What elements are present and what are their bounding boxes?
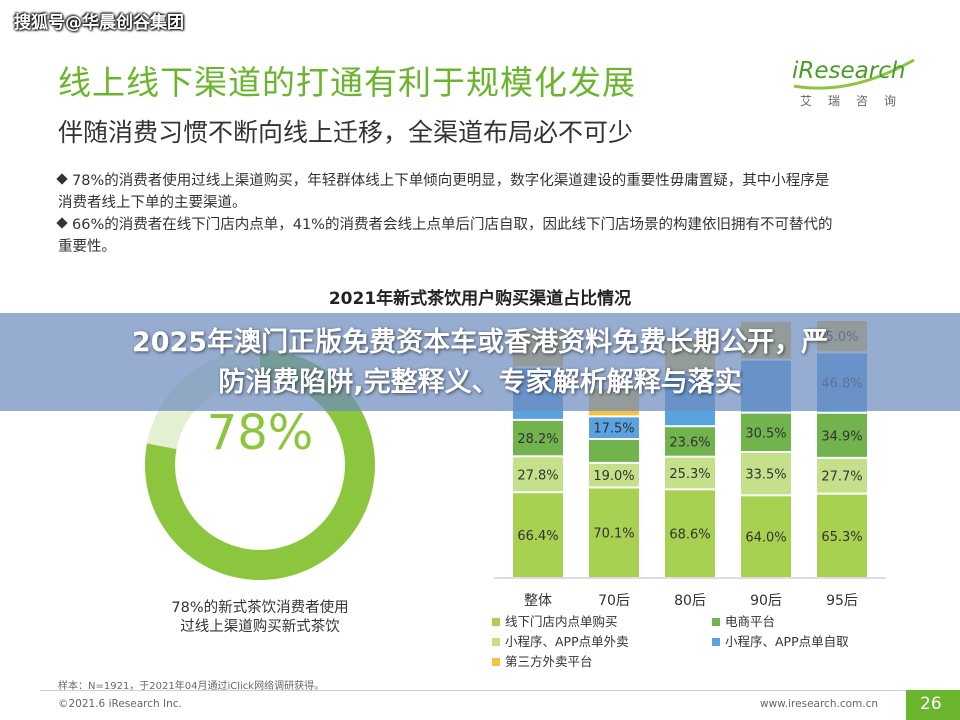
legend-entry: 小程序、APP点单外卖 bbox=[505, 634, 629, 649]
legend-swatch bbox=[712, 638, 720, 646]
bar-value-label: 33.5% bbox=[745, 468, 786, 483]
bar-segment bbox=[741, 413, 791, 452]
category-tick-label: 整体 bbox=[524, 593, 552, 609]
bar-segment bbox=[513, 420, 563, 456]
overlay-banner bbox=[0, 313, 960, 411]
bullet-point: 78%的消费者使用过线上渠道购买，年轻群体线上下单倾向更明显，数字化渠道建设的重… bbox=[56, 170, 918, 214]
bar-segment bbox=[513, 493, 563, 577]
bar-segment bbox=[741, 496, 791, 577]
ring-caption: 78%的新式茶饮消费者使用 bbox=[171, 600, 349, 616]
diamond-bullet-icon bbox=[56, 173, 68, 185]
page-number-box bbox=[906, 690, 960, 720]
bar-segment bbox=[665, 457, 715, 489]
bar-segment bbox=[513, 457, 563, 492]
bar-segment bbox=[817, 494, 867, 577]
legend-swatch bbox=[492, 618, 500, 626]
page-title: 线上线下渠道的打通有利于规模化发展 bbox=[58, 63, 636, 102]
footer-copyright: ©2021.6 iResearch Inc. bbox=[58, 698, 182, 710]
legend-swatch bbox=[492, 638, 500, 646]
banner-headline: 防消费陷阱,完整释义、专家解析解释与落实 bbox=[218, 367, 742, 398]
iresearch-logo: iResearch 艾瑞咨询 bbox=[790, 52, 920, 112]
legend-entry: 第三方外卖平台 bbox=[505, 654, 593, 669]
banner-headline: 2025年澳门正版免费资本车或香港资料免费长期公开，严 bbox=[131, 327, 829, 358]
legend-entry: 线下门店内点单购买 bbox=[505, 614, 618, 629]
page-subtitle: 伴随消费习惯不断向线上迁移，全渠道布局必不可少 bbox=[58, 118, 634, 147]
category-tick-label: 70后 bbox=[598, 593, 630, 609]
bar-segment bbox=[741, 453, 791, 495]
bar-value-label: 70.1% bbox=[593, 527, 634, 542]
bar-value-label: 64.0% bbox=[745, 531, 786, 546]
bullet-point: 66%的消费者在线下门店内点单，41%的消费者会线上点单后门店自取，因此线下门店… bbox=[56, 214, 918, 258]
bar-segment bbox=[817, 413, 867, 457]
page-number: 26 bbox=[920, 694, 942, 714]
watermark: 搜狐号@华晨创谷集团 bbox=[14, 13, 184, 33]
category-tick-label: 80后 bbox=[674, 593, 706, 609]
ring-caption: 过线上渠道购买新式茶饮 bbox=[180, 619, 340, 635]
diamond-bullet-icon bbox=[56, 217, 68, 229]
bar-value-label: 25.3% bbox=[669, 467, 710, 482]
bullet-text: 消费者线上下单的主要渠道。 bbox=[58, 195, 247, 211]
bar-segment bbox=[589, 417, 639, 438]
bar-segment bbox=[589, 463, 639, 487]
category-tick-label: 95后 bbox=[826, 593, 858, 609]
source-note: 样本：N=1921，于2021年04月通过iClick网络调研获得。 bbox=[58, 681, 325, 692]
bar-value-label: 17.5% bbox=[593, 422, 634, 437]
bullet-text: 重要性。 bbox=[58, 239, 116, 255]
logo-sub: 艾瑞咨询 bbox=[800, 94, 913, 108]
bar-value-label: 30.5% bbox=[745, 426, 786, 441]
bar-segment bbox=[589, 439, 639, 462]
bullet-text: 66%的消费者在线下门店内点单，41%的消费者会线上点单后门店自取，因此线下门店… bbox=[72, 217, 833, 233]
bar-segment bbox=[665, 427, 715, 456]
logo-swoosh-icon bbox=[793, 58, 915, 90]
bar-value-label: 27.7% bbox=[821, 470, 862, 485]
bar-value-label: 28.2% bbox=[517, 432, 558, 447]
logo-brand: iResearch bbox=[792, 58, 906, 84]
legend-entry: 小程序、APP点单自取 bbox=[725, 634, 849, 649]
legend-entry: 电商平台 bbox=[725, 614, 775, 629]
bar-value-label: 65.3% bbox=[821, 530, 862, 545]
legend-swatch bbox=[492, 658, 500, 666]
bar-value-label: 19.0% bbox=[593, 469, 634, 484]
bar-value-label: 68.6% bbox=[669, 528, 710, 543]
ring-value-label: 78% bbox=[206, 405, 314, 461]
bar-segment bbox=[589, 488, 639, 577]
category-tick-label: 90后 bbox=[750, 593, 782, 609]
footer-divider bbox=[40, 690, 920, 691]
footer-url: www.iresearch.com.cn bbox=[760, 698, 879, 710]
bar-value-label: 27.8% bbox=[517, 468, 558, 483]
chart-title: 2021年新式茶饮用户购买渠道占比情况 bbox=[328, 289, 632, 309]
bar-value-label: 66.4% bbox=[517, 529, 558, 544]
legend-swatch bbox=[712, 618, 720, 626]
bar-value-label: 23.6% bbox=[669, 435, 710, 450]
bullet-text: 78%的消费者使用过线上渠道购买，年轻群体线上下单倾向更明显，数字化渠道建设的重… bbox=[72, 173, 830, 189]
bar-segment bbox=[817, 458, 867, 493]
bar-value-label: 34.9% bbox=[821, 429, 862, 444]
bar-segment bbox=[665, 490, 715, 577]
